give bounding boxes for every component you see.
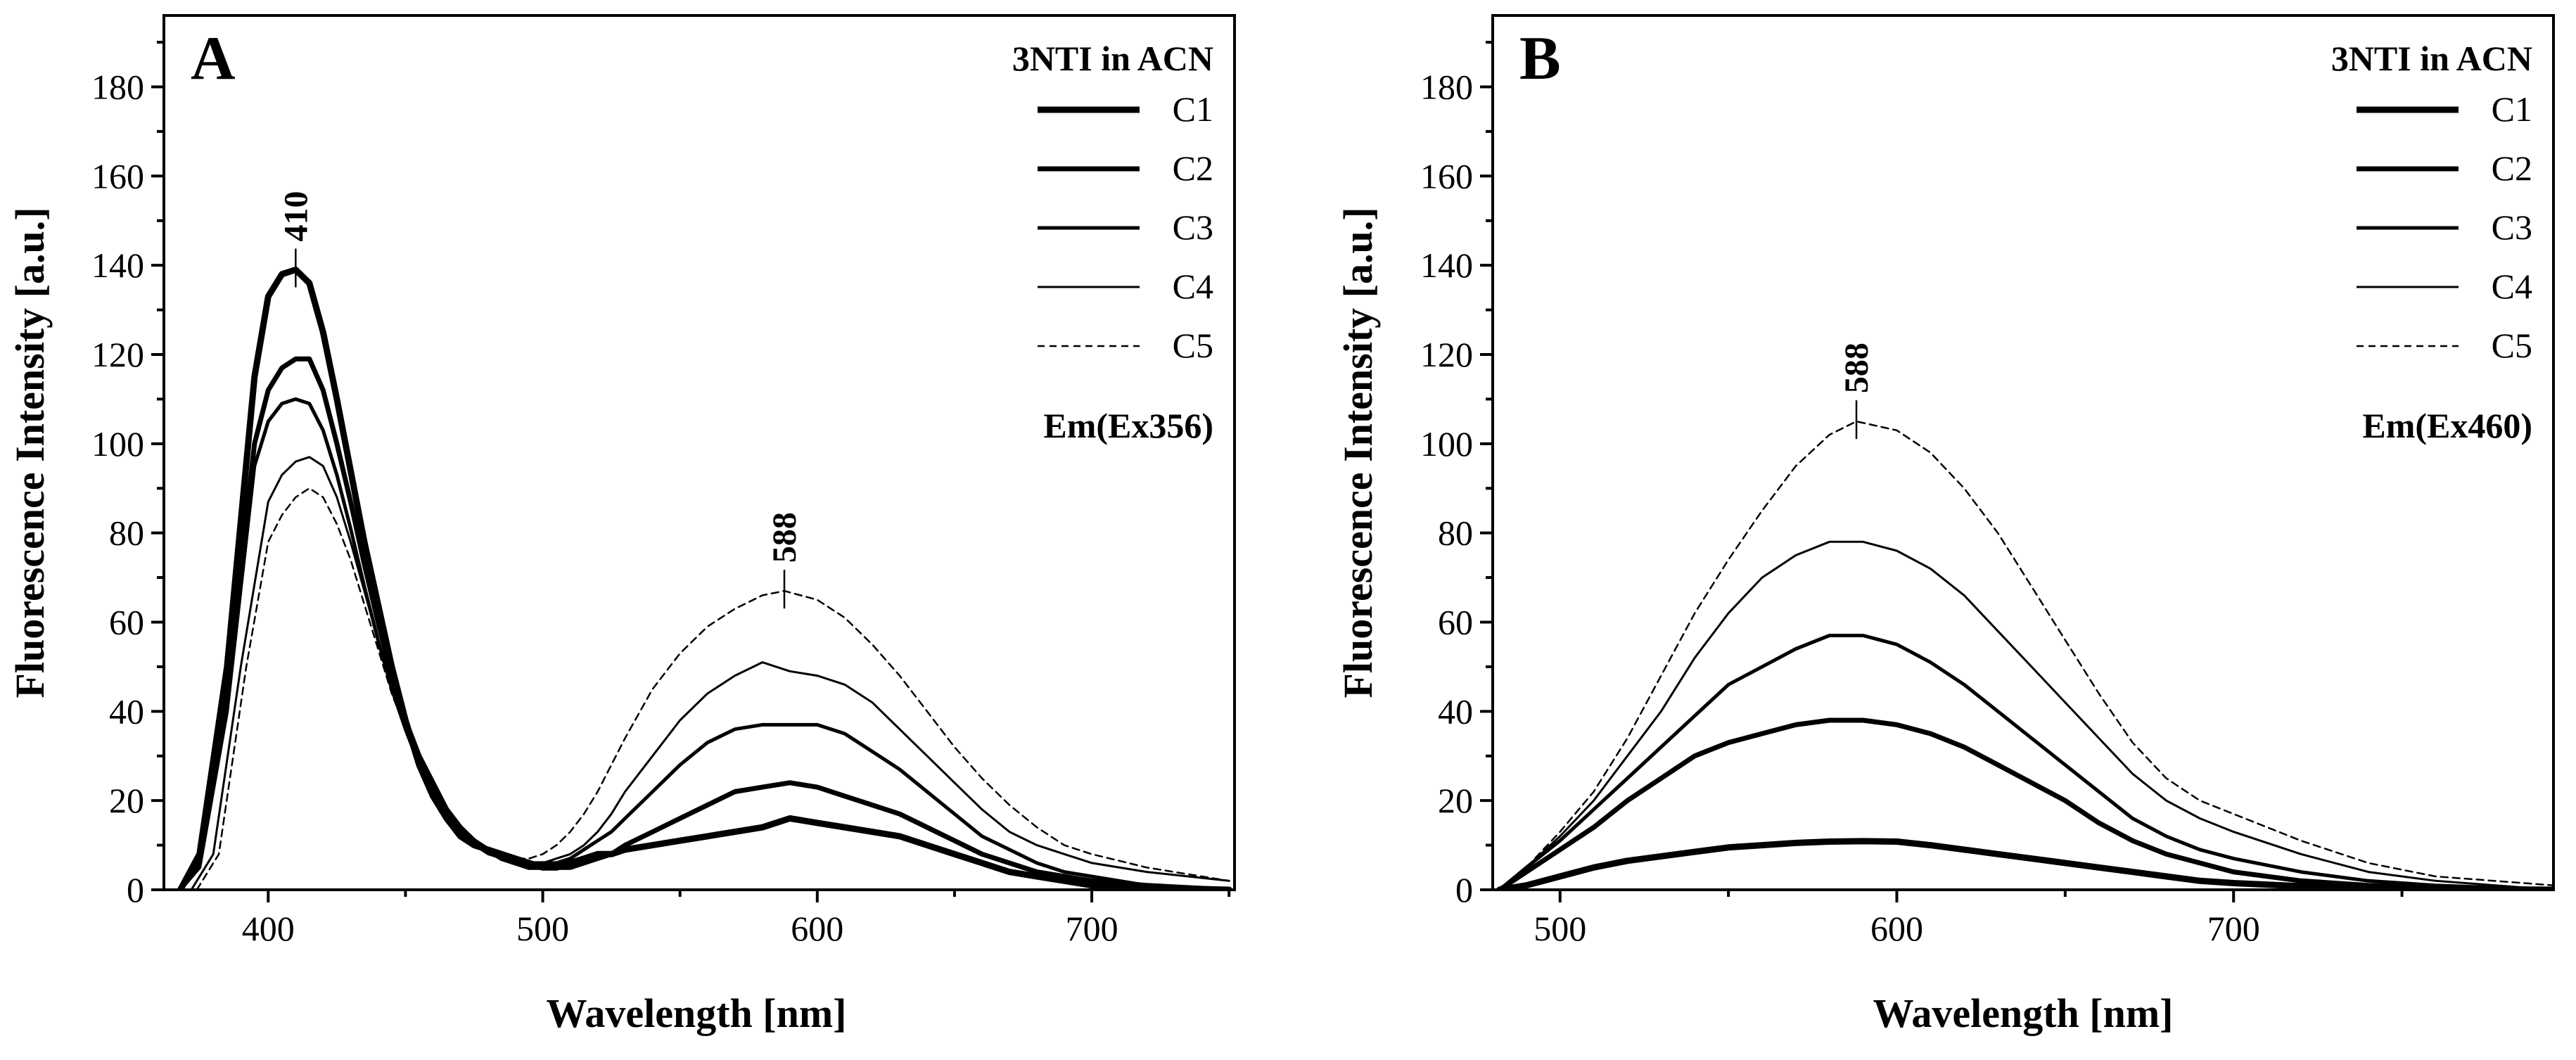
series-line-c4 (190, 456, 1230, 890)
series-line-c2 (1497, 717, 2553, 890)
legend-label-c1: C1 (2492, 89, 2532, 129)
legend-label-c4: C4 (1173, 267, 1213, 306)
x-tick-label: 500 (1534, 909, 1586, 948)
legend-label-c1: C1 (1173, 89, 1213, 129)
y-tick-label: 0 (1455, 870, 1473, 909)
series-line-c1 (177, 267, 1232, 890)
legend-title: 3NTI in ACN (1012, 39, 1213, 78)
y-tick-label: 40 (109, 691, 144, 731)
legend-label-c5: C5 (2492, 326, 2532, 365)
plot-frame (162, 14, 1236, 891)
x-tick-label: 700 (1066, 909, 1118, 948)
x-tick-label: 700 (2207, 909, 2260, 948)
legend-label-c2: C2 (2492, 148, 2532, 188)
legend-label-c3: C3 (2492, 207, 2532, 247)
series-line-c5 (196, 487, 1230, 890)
x-tick-label: 500 (516, 909, 569, 948)
y-tick-label: 140 (91, 245, 144, 285)
y-tick-label: 40 (1438, 691, 1473, 731)
y-tick-label: 20 (109, 781, 144, 820)
excitation-label: Em(Ex356) (1043, 406, 1213, 445)
series-line-c1 (1496, 838, 2553, 890)
x-axis-title: Wavelength [nm] (547, 990, 847, 1036)
x-tick-label: 600 (791, 909, 843, 948)
y-tick-label: 20 (1438, 781, 1473, 820)
y-tick-label: 180 (91, 67, 144, 106)
legend-label-c4: C4 (2492, 267, 2532, 306)
series-line-c3 (178, 397, 1231, 890)
y-tick-label: 60 (109, 602, 144, 641)
y-tick-label: 80 (109, 513, 144, 553)
y-tick-label: 180 (1420, 67, 1473, 106)
legend-label-c2: C2 (1173, 148, 1213, 188)
panel-a: 400 500 600 700 0 20 40 60 80 100 120 140 160 180 Wave… (7, 14, 1236, 1036)
excitation-label: Em(Ex460) (2362, 406, 2532, 445)
legend-label-c5: C5 (1173, 326, 1213, 365)
y-axis-title: Fluorescence Intensity [a.u.] (7, 207, 53, 698)
series-line-c3 (1498, 634, 2553, 890)
y-tick-label: 120 (1420, 335, 1473, 374)
peak-label: 410 (277, 191, 314, 241)
plot-frame (1491, 14, 2555, 891)
y-tick-label: 100 (91, 424, 144, 464)
panel-b: 500 600 700 0 20 40 60 80 100 120 140 160 180 Wavelen… (1335, 14, 2555, 1036)
legend-label-c3: C3 (1173, 207, 1213, 247)
series-line-c2 (177, 356, 1232, 890)
y-tick-label: 60 (1438, 602, 1473, 641)
y-tick-label: 160 (1420, 156, 1473, 196)
x-tick-label: 400 (242, 909, 295, 948)
y-tick-label: 80 (1438, 513, 1473, 553)
peak-label: 588 (1838, 343, 1875, 393)
y-axis-title: Fluorescence Intensity [a.u.] (1335, 207, 1381, 698)
x-tick-label: 600 (1870, 909, 1923, 948)
legend-title: 3NTI in ACN (2331, 39, 2532, 78)
y-tick-label: 160 (91, 156, 144, 196)
panel-letter: A (191, 25, 236, 93)
y-tick-label: 0 (127, 870, 144, 909)
series-line-c4 (1498, 540, 2553, 890)
y-tick-label: 100 (1420, 424, 1473, 464)
y-tick-label: 120 (91, 335, 144, 374)
x-axis-title: Wavelength [nm] (1873, 990, 2174, 1036)
series-line-c5 (1498, 420, 2553, 890)
panel-letter: B (1519, 25, 1561, 93)
peak-label: 588 (766, 512, 803, 563)
y-tick-label: 140 (1420, 245, 1473, 285)
